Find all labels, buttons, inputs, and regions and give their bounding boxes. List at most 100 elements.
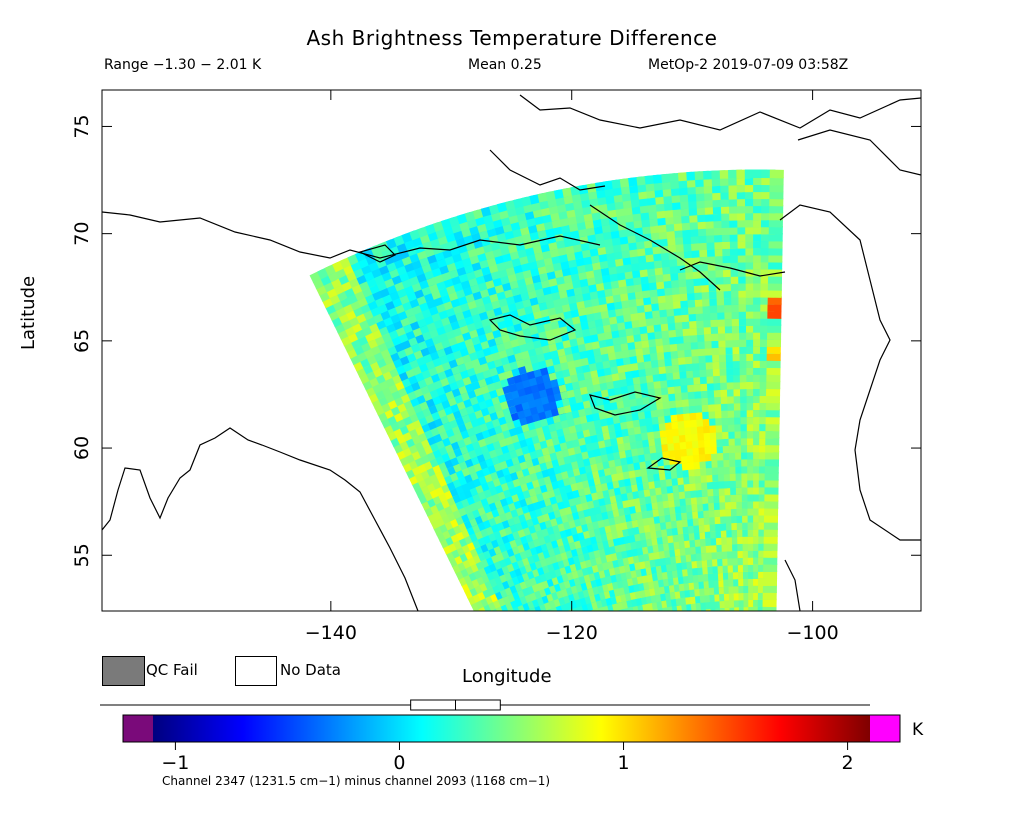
heatmap-cell xyxy=(596,633,612,645)
heatmap-cell xyxy=(617,620,633,632)
heatmap-cell xyxy=(753,289,768,298)
heatmap-cell xyxy=(769,190,784,200)
heatmap-cell xyxy=(499,623,515,637)
heatmap-cell xyxy=(521,636,537,649)
heatmap-cell xyxy=(753,211,768,221)
heatmap-cell xyxy=(763,542,778,551)
heatmap-cell xyxy=(764,478,779,488)
satellite-timestamp: MetOp-2 2019-07-09 03:58Z xyxy=(648,57,849,73)
heatmap-cell xyxy=(753,282,768,291)
y-tick-label: 55 xyxy=(71,543,93,567)
heatmap-cell xyxy=(517,638,533,651)
heatmap-cell xyxy=(650,621,665,632)
heatmap-cell xyxy=(486,629,502,643)
heatmap-cell xyxy=(769,176,784,186)
heatmap-cell xyxy=(490,627,506,641)
heatmap-cell xyxy=(766,373,781,383)
heatmap-cell xyxy=(627,625,643,636)
heatmap-cell xyxy=(748,612,762,621)
heatmap-cell xyxy=(769,211,784,221)
heatmap-cell xyxy=(720,613,734,622)
heatmap-cell xyxy=(483,623,499,637)
heatmap-cell xyxy=(600,632,616,644)
heatmap-cell xyxy=(753,225,768,235)
heatmap-cell xyxy=(697,615,712,625)
heatmap-cell xyxy=(644,614,659,625)
y-tick-label: 75 xyxy=(71,114,93,138)
heatmap-cell xyxy=(769,183,784,193)
heatmap-cell xyxy=(496,640,512,654)
heatmap-cell xyxy=(764,492,779,502)
heatmap-cell xyxy=(476,610,493,611)
heatmap-cell xyxy=(764,499,779,509)
heatmap-cell xyxy=(526,634,542,647)
colorbar-caption: Channel 2347 (1231.5 cm−1) minus channel… xyxy=(162,774,551,788)
heatmap-cell xyxy=(504,621,520,634)
heatmap-cell xyxy=(753,303,768,312)
heatmap-cell xyxy=(768,260,783,270)
heatmap-cell xyxy=(498,631,514,645)
heatmap-cell xyxy=(614,628,630,640)
heatmap-cell xyxy=(674,617,689,627)
heatmap-cell xyxy=(528,626,544,639)
heatmap-cell xyxy=(730,613,744,622)
heatmap-cell xyxy=(538,652,554,665)
heatmap-cell xyxy=(766,359,781,369)
heatmap-cell xyxy=(753,176,768,185)
heatmap-cell xyxy=(506,613,522,626)
heatmap-cell xyxy=(514,632,530,645)
heatmap-cell xyxy=(767,274,783,284)
colorbar-ticks: −1 0 1 2 xyxy=(161,742,854,774)
colorbar-under-swatch xyxy=(123,715,153,742)
heatmap-cell xyxy=(766,352,781,362)
heatmap-cell xyxy=(753,253,768,263)
colorbar-boxplot xyxy=(410,699,501,711)
x-tick-label: −140 xyxy=(305,622,357,644)
heatmap-cell xyxy=(518,653,534,666)
heatmap-cell xyxy=(762,584,777,594)
heatmap-cell xyxy=(768,253,783,263)
colorbar-tick-label: −1 xyxy=(161,752,189,774)
heatmap-cell xyxy=(753,296,768,305)
heatmap-cell xyxy=(762,605,777,611)
heatmap-cell xyxy=(765,401,780,411)
heatmap-cell xyxy=(598,625,614,637)
heatmap-cell xyxy=(763,528,778,537)
heatmap-cell xyxy=(641,622,656,633)
heatmap-cell xyxy=(765,394,781,404)
heatmap-cell xyxy=(596,618,612,630)
coastline-map xyxy=(102,94,921,611)
heatmap-cell xyxy=(765,429,780,439)
heatmap-cell xyxy=(753,613,767,622)
heatmap-cell xyxy=(646,621,661,632)
heatmap-cell xyxy=(734,613,748,622)
heatmap-cell xyxy=(766,380,781,390)
heatmap-cell xyxy=(529,641,545,654)
heatmap-cell xyxy=(511,649,527,663)
heatmap-cell xyxy=(659,612,674,623)
heatmap-cell xyxy=(649,614,664,625)
y-tick-label: 60 xyxy=(71,436,93,460)
heatmap-cell xyxy=(766,338,782,348)
heatmap-cell xyxy=(493,633,509,647)
heatmap-cell xyxy=(767,303,782,312)
plot-area: −140 −120 −100 55 60 65 70 75 xyxy=(71,89,922,666)
heatmap-cell xyxy=(522,613,538,626)
heatmap-cell xyxy=(536,646,552,659)
colorbar-tick-label: 1 xyxy=(617,752,629,774)
heatmap-cell xyxy=(496,617,512,631)
heatmap-cell xyxy=(510,610,527,611)
heatmap-cell xyxy=(545,642,561,655)
no-data-label: No Data xyxy=(280,661,341,679)
heatmap-cell xyxy=(655,620,670,631)
heatmap-cell xyxy=(502,652,518,666)
heatmap-cell xyxy=(654,613,669,624)
heatmap-cell xyxy=(753,246,768,256)
heatmap-cell xyxy=(609,629,625,641)
heatmap-cell xyxy=(725,613,739,622)
heatmap-cell xyxy=(527,649,543,662)
heatmap-cell xyxy=(606,616,622,628)
heatmap-cell xyxy=(753,239,768,249)
heatmap-cell xyxy=(530,633,546,646)
